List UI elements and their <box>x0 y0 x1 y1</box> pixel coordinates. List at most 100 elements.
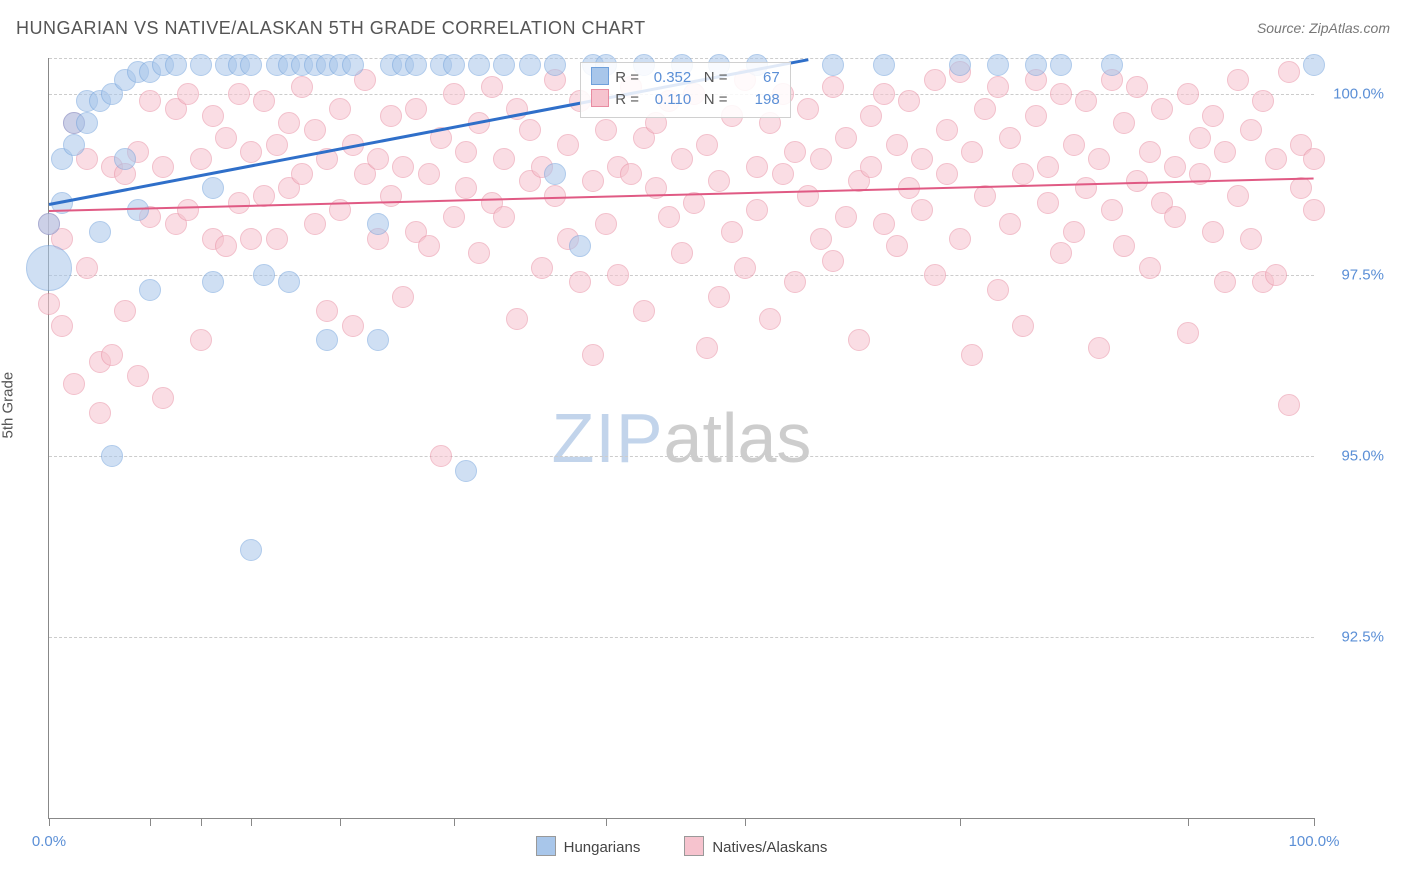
data-point-natives <box>329 98 351 120</box>
data-point-hungarians <box>240 54 262 76</box>
data-point-natives <box>708 286 730 308</box>
data-point-natives <box>873 213 895 235</box>
data-point-natives <box>961 344 983 366</box>
data-point-natives <box>911 148 933 170</box>
x-tick <box>340 818 341 826</box>
data-point-natives <box>1303 199 1325 221</box>
x-tick <box>201 818 202 826</box>
data-point-natives <box>455 177 477 199</box>
data-point-natives <box>1050 83 1072 105</box>
data-point-natives <box>999 127 1021 149</box>
data-point-natives <box>557 134 579 156</box>
data-point-natives <box>1139 257 1161 279</box>
data-point-hungarians <box>316 329 338 351</box>
data-point-natives <box>974 98 996 120</box>
data-point-natives <box>152 387 174 409</box>
data-point-natives <box>1088 337 1110 359</box>
data-point-natives <box>1303 148 1325 170</box>
data-point-hungarians <box>1101 54 1123 76</box>
data-point-hungarians <box>405 54 427 76</box>
data-point-natives <box>822 76 844 98</box>
data-point-hungarians <box>949 54 971 76</box>
data-point-hungarians <box>202 177 224 199</box>
data-point-natives <box>380 105 402 127</box>
data-point-hungarians <box>101 445 123 467</box>
data-point-natives <box>443 206 465 228</box>
data-point-natives <box>418 163 440 185</box>
data-point-natives <box>63 373 85 395</box>
data-point-hungarians <box>278 271 300 293</box>
data-point-natives <box>1139 141 1161 163</box>
y-tick-label: 95.0% <box>1322 448 1384 465</box>
data-point-natives <box>784 271 806 293</box>
data-point-natives <box>873 83 895 105</box>
data-point-natives <box>835 127 857 149</box>
legend-item-natives: Natives/Alaskans <box>684 836 827 856</box>
data-point-hungarians <box>114 148 136 170</box>
data-point-natives <box>886 235 908 257</box>
data-point-natives <box>481 76 503 98</box>
data-point-natives <box>936 119 958 141</box>
data-point-natives <box>746 199 768 221</box>
data-point-hungarians <box>987 54 1009 76</box>
data-point-natives <box>215 127 237 149</box>
data-point-natives <box>1240 119 1262 141</box>
gridline <box>49 637 1314 638</box>
data-point-natives <box>569 271 591 293</box>
data-point-natives <box>1075 177 1097 199</box>
data-point-natives <box>911 199 933 221</box>
data-point-hungarians <box>544 163 566 185</box>
data-point-natives <box>1063 134 1085 156</box>
y-tick-label: 97.5% <box>1322 267 1384 284</box>
data-point-natives <box>278 112 300 134</box>
data-point-natives <box>493 148 515 170</box>
data-point-natives <box>253 185 275 207</box>
chart-legend: HungariansNatives/Alaskans <box>49 836 1314 856</box>
scatter-plot-area: ZIPatlas 92.5%95.0%97.5%100.0%0.0%100.0%… <box>48 58 1314 819</box>
data-point-natives <box>392 286 414 308</box>
data-point-natives <box>190 329 212 351</box>
data-point-natives <box>1025 105 1047 127</box>
data-point-natives <box>1240 228 1262 250</box>
x-tick <box>960 818 961 826</box>
data-point-natives <box>1088 148 1110 170</box>
x-tick <box>251 818 252 826</box>
data-point-natives <box>38 293 60 315</box>
data-point-natives <box>291 163 313 185</box>
data-point-natives <box>1265 148 1287 170</box>
data-point-natives <box>1063 221 1085 243</box>
data-point-hungarians <box>569 235 591 257</box>
data-point-natives <box>886 134 908 156</box>
data-point-natives <box>620 163 642 185</box>
y-tick-label: 92.5% <box>1322 629 1384 646</box>
data-point-natives <box>810 148 832 170</box>
data-point-natives <box>860 156 882 178</box>
data-point-natives <box>1189 127 1211 149</box>
data-point-natives <box>936 163 958 185</box>
data-point-hungarians <box>443 54 465 76</box>
data-point-natives <box>114 300 136 322</box>
data-point-natives <box>1227 69 1249 91</box>
data-point-natives <box>1126 76 1148 98</box>
data-point-hungarians <box>367 329 389 351</box>
data-point-natives <box>316 300 338 322</box>
data-point-natives <box>582 170 604 192</box>
data-point-natives <box>1012 315 1034 337</box>
x-tick <box>1314 818 1315 826</box>
data-point-natives <box>1113 112 1135 134</box>
data-point-natives <box>493 206 515 228</box>
data-point-hungarians <box>253 264 275 286</box>
data-point-natives <box>746 156 768 178</box>
data-point-natives <box>1227 185 1249 207</box>
data-point-natives <box>1037 192 1059 214</box>
data-point-natives <box>1214 271 1236 293</box>
data-point-natives <box>696 337 718 359</box>
data-point-natives <box>1012 163 1034 185</box>
data-point-natives <box>139 90 161 112</box>
data-point-hungarians <box>127 199 149 221</box>
data-point-hungarians <box>873 54 895 76</box>
data-point-hungarians <box>139 279 161 301</box>
data-point-natives <box>797 185 819 207</box>
data-point-natives <box>531 257 553 279</box>
data-point-hungarians <box>38 213 60 235</box>
